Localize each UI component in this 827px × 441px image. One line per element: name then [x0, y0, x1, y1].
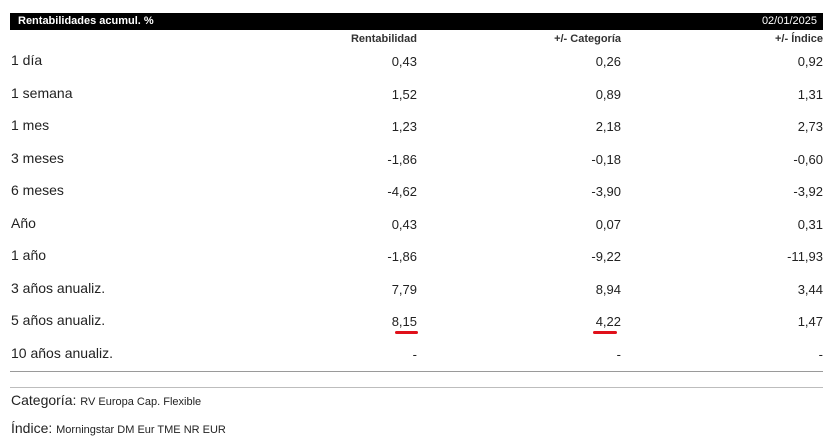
table-row: 6 meses -4,62 -3,90 -3,92	[0, 175, 827, 208]
cell-indice: -11,93	[787, 249, 823, 264]
table-row: 1 año -1,86 -9,22 -11,93	[0, 240, 827, 273]
returns-table: 1 día 0,43 0,26 0,92 1 semana 1,52 0,89 …	[0, 45, 827, 370]
table-row: 3 años anualiz. 7,79 8,94 3,44	[0, 273, 827, 306]
cell-categoria: 8,94	[595, 281, 621, 297]
cell-categoria: 0,26	[595, 54, 621, 69]
footer-divider	[10, 387, 823, 388]
column-header-categoria: +/- Categoría	[554, 33, 621, 45]
row-label: 1 mes	[11, 117, 50, 133]
table-row: 1 semana 1,52 0,89 1,31	[0, 78, 827, 111]
cell-indice: -0,60	[793, 151, 823, 167]
cell-indice: 3,44	[797, 281, 823, 297]
column-header-rentabilidad: Rentabilidad	[350, 33, 417, 45]
categoria-label: Categoría:	[11, 392, 77, 408]
footer-categoria: Categoría: RV Europa Cap. Flexible	[11, 392, 201, 408]
row-label: 1 año	[11, 247, 47, 263]
cell-rentabilidad: -1,86	[387, 249, 417, 264]
row-label: 3 meses	[11, 149, 64, 166]
row-label: 1 día	[11, 52, 43, 68]
row-label: 5 años anualiz.	[11, 312, 106, 328]
cell-categoria: 2,18	[595, 119, 621, 134]
table-row: 1 mes 1,23 2,18 2,73	[0, 110, 827, 143]
row-label: 1 semana	[11, 84, 73, 101]
row-label: Año	[11, 214, 36, 231]
cell-indice: 0,31	[797, 216, 823, 232]
table-row: Año 0,43 0,07 0,31	[0, 208, 827, 241]
cell-rentabilidad: 1,52	[391, 86, 417, 102]
table-row: 1 día 0,43 0,26 0,92	[0, 45, 827, 78]
indice-label: Índice:	[11, 420, 53, 436]
cell-rentabilidad: -4,62	[387, 184, 417, 199]
cell-categoria: -3,90	[591, 184, 621, 199]
cell-rentabilidad: 0,43	[391, 216, 417, 232]
cell-rentabilidad: -1,86	[387, 151, 417, 167]
cell-rentabilidad: 8,15	[391, 314, 417, 329]
header-bar: Rentabilidades acumul. % 02/01/2025	[10, 13, 823, 30]
table-title: Rentabilidades acumul. %	[18, 15, 154, 27]
cell-categoria: 0,89	[595, 86, 621, 102]
table-row: 3 meses -1,86 -0,18 -0,60	[0, 143, 827, 176]
table-row: 5 años anualiz. 8,15 4,22 1,47	[0, 305, 827, 338]
cell-rentabilidad: 7,79	[391, 281, 417, 297]
cell-rentabilidad: 0,43	[391, 54, 417, 69]
cell-indice: 2,73	[797, 119, 823, 134]
cell-indice: 1,31	[797, 86, 823, 102]
indice-value: Morningstar DM Eur TME NR EUR	[56, 424, 226, 436]
cell-rentabilidad: -	[412, 346, 417, 362]
cell-indice: -3,92	[793, 184, 823, 199]
red-underline-annotation	[593, 331, 617, 334]
cell-indice: -	[818, 346, 823, 362]
row-label: 3 años anualiz.	[11, 279, 106, 296]
red-underline-annotation	[395, 331, 418, 334]
cell-rentabilidad: 1,23	[391, 119, 417, 134]
cell-indice: 1,47	[797, 314, 823, 329]
table-divider	[10, 371, 823, 372]
categoria-value: RV Europa Cap. Flexible	[80, 396, 202, 408]
row-label: 6 meses	[11, 182, 64, 198]
cell-categoria: 4,22	[595, 314, 621, 329]
cell-categoria: -	[616, 346, 621, 362]
table-row: 10 años anualiz. - - -	[0, 338, 827, 371]
footer-indice: Índice: Morningstar DM Eur TME NR EUR	[11, 420, 226, 436]
as-of-date: 02/01/2025	[761, 15, 817, 27]
column-header-indice: +/- Índice	[775, 33, 823, 45]
cell-categoria: 0,07	[595, 216, 621, 232]
cell-categoria: -0,18	[591, 151, 621, 167]
cell-indice: 0,92	[797, 54, 823, 69]
cell-categoria: -9,22	[591, 249, 621, 264]
row-label: 10 años anualiz.	[11, 344, 113, 361]
